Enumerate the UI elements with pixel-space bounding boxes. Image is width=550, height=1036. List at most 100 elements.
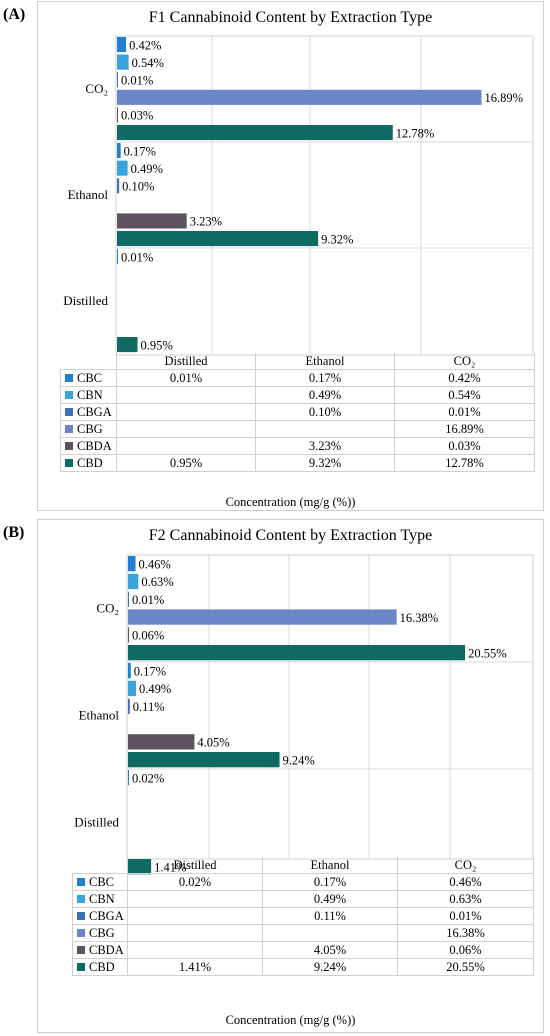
table-cell: 0.63% <box>397 890 534 908</box>
category-label: Ethanol <box>79 708 120 723</box>
category-label: Distilled <box>74 815 119 830</box>
bar-cbc <box>117 143 121 159</box>
bar-cbda <box>117 213 187 229</box>
table-cell: 3.23% <box>255 437 395 455</box>
table-column-header: Distilled <box>116 353 256 370</box>
table-cell <box>116 420 256 438</box>
table-row: CBG 16.38% <box>72 924 534 942</box>
data-label: 0.11% <box>133 700 165 714</box>
table-cell: 0.42% <box>394 369 535 387</box>
table-cell: 1.41% <box>127 958 263 976</box>
legend-label: CBG <box>89 925 115 940</box>
data-label: 0.63% <box>141 575 173 589</box>
chart-title: F1 Cannabinoid Content by Extraction Typ… <box>148 9 433 26</box>
table-cell: 9.24% <box>262 958 398 976</box>
table-cell <box>127 890 263 908</box>
data-label: 0.01% <box>132 593 164 607</box>
table-row: CBG 16.89% <box>60 420 535 438</box>
data-table: Distilled Ethanol CO₂ CBC 0.01% 0.17% 0.42% CBN… <box>60 353 535 472</box>
table-row-header: CBN <box>60 386 117 404</box>
table-row-header: CBGA <box>60 403 117 421</box>
panel-label: (B) <box>3 524 25 541</box>
legend-label: CBGA <box>77 404 112 419</box>
data-label: 20.55% <box>468 646 507 660</box>
chart-panel-b: (B) F2 Cannabinoid Content by Extraction… <box>0 518 550 1036</box>
table-row: CBDA 4.05% 0.06% <box>72 941 534 959</box>
legend-swatch <box>77 877 85 886</box>
legend-label: CBGA <box>89 908 124 923</box>
legend-swatch <box>65 407 73 416</box>
table-row: CBN 0.49% 0.63% <box>72 890 534 908</box>
bar-cbn <box>128 573 139 590</box>
data-label: 4.05% <box>197 736 229 750</box>
bar-cbga <box>128 591 129 607</box>
data-label: 9.32% <box>321 232 353 246</box>
bar-cbc <box>117 37 127 53</box>
table-row: CBGA 0.11% 0.01% <box>72 907 534 925</box>
legend-swatch <box>77 894 85 903</box>
table-cell: 9.32% <box>255 454 395 472</box>
legend-label: CBDA <box>89 942 124 957</box>
table-cell: 0.49% <box>262 890 398 908</box>
table-header-row: Distilled Ethanol CO₂ <box>73 857 534 874</box>
table-row-header: CBDA <box>72 941 128 959</box>
table-cell: 16.89% <box>394 420 535 438</box>
table-cell: 12.78% <box>394 454 535 472</box>
legend-label: CBN <box>77 387 103 402</box>
chart-frame <box>37 1 544 511</box>
bar-cbga <box>128 698 130 714</box>
bar-cbd <box>128 752 280 768</box>
data-label: 0.49% <box>131 162 163 176</box>
data-label: 0.06% <box>132 629 164 643</box>
bar-cbc <box>117 249 118 265</box>
table-header-row: Distilled Ethanol CO₂ <box>61 353 535 370</box>
legend-label: CBC <box>77 370 103 385</box>
table-row: CBGA 0.10% 0.01% <box>60 403 535 421</box>
data-label: 12.78% <box>396 126 435 140</box>
table-cell: 20.55% <box>397 958 534 976</box>
table-row-header: CBC <box>60 369 117 387</box>
data-label: 9.24% <box>283 753 315 767</box>
category-label: CO₂ <box>96 601 119 616</box>
table-cell: 0.01% <box>116 369 256 387</box>
legend-swatch <box>77 928 85 937</box>
data-label: 0.49% <box>139 682 171 696</box>
bar-cbc <box>128 556 136 572</box>
table-cell: 0.46% <box>397 873 534 891</box>
chart-title: F2 Cannabinoid Content by Extraction Typ… <box>148 527 433 544</box>
table-row-header: CBN <box>72 890 128 908</box>
category-label: Ethanol <box>68 187 109 202</box>
legend-swatch <box>65 373 73 382</box>
table-cell: 0.03% <box>394 437 535 455</box>
legend-label: CBD <box>89 959 115 974</box>
legend-swatch <box>65 441 73 450</box>
bar-cbc <box>128 663 131 679</box>
bar-cbd <box>117 231 319 247</box>
data-label: 0.42% <box>129 38 161 52</box>
bar-cbda <box>117 107 118 123</box>
bar-cbga <box>117 178 120 194</box>
table-cell <box>116 437 256 455</box>
table-cell: 0.49% <box>255 386 395 404</box>
table-cell <box>116 403 256 421</box>
table-cell <box>127 941 263 959</box>
table-row: CBN 0.49% 0.54% <box>60 386 535 404</box>
data-label: 0.54% <box>132 56 164 70</box>
legend-swatch <box>77 945 85 954</box>
bar-cbg <box>128 609 397 625</box>
table-cell: 4.05% <box>262 941 398 959</box>
bar-cbda <box>128 734 195 750</box>
table-cell: 0.54% <box>394 386 535 404</box>
data-label: 3.23% <box>190 215 222 229</box>
legend-label: CBN <box>89 891 115 906</box>
data-label: 0.03% <box>121 109 153 123</box>
chart-frame <box>37 519 544 1033</box>
legend-swatch <box>65 458 73 467</box>
legend-label: CBD <box>77 455 103 470</box>
bar-chart-plot: CO₂ 0.42% 0.54% 0.01% 16.89% 0.03% 12.78% Ethan… <box>63 35 534 356</box>
data-label: 0.10% <box>122 180 154 194</box>
table-row-header: CBC <box>72 873 128 891</box>
bar-cbda <box>128 627 129 643</box>
legend-swatch <box>65 424 73 433</box>
bar-cbn <box>117 54 129 70</box>
